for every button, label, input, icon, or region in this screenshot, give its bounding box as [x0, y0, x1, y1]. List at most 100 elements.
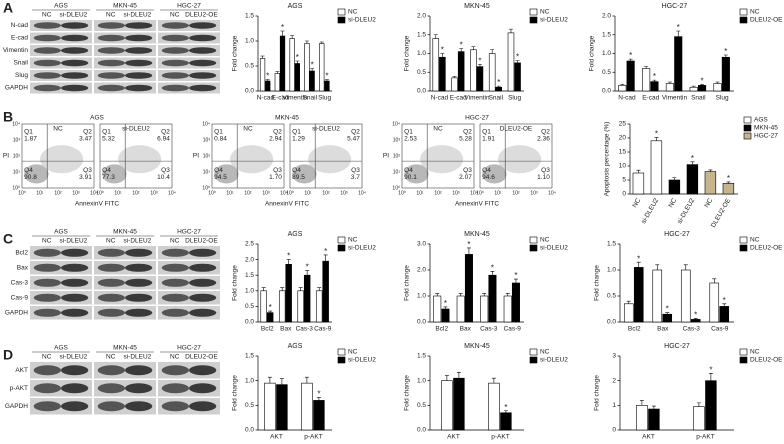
flow-group-title: AGS	[90, 115, 104, 122]
legend-label: DLEU2-OE	[750, 17, 783, 24]
blot-group-label: HGC-27	[177, 3, 201, 10]
blot-lane-label: si-DLEU2	[123, 354, 151, 361]
blot-band	[61, 248, 89, 257]
significance: *	[700, 76, 703, 85]
significance: *	[325, 72, 328, 81]
bar	[713, 83, 722, 92]
flow-x-tick: 10³	[530, 190, 538, 196]
flow-y-tick: 10⁰	[392, 185, 400, 191]
quadrant-value: 1.87	[24, 135, 37, 142]
bar	[480, 295, 489, 323]
error-bar	[672, 177, 677, 180]
blot-lane-label: DLEU2-OE	[185, 354, 218, 361]
legend-swatch	[739, 8, 748, 16]
significance: *	[306, 263, 309, 272]
blot-lane-label: DLEU2-OE	[185, 12, 218, 19]
bar	[665, 83, 674, 92]
blot-band	[189, 365, 217, 376]
blot-band	[189, 401, 217, 412]
panel-letter: D	[3, 347, 13, 363]
bar	[470, 49, 477, 92]
bar	[441, 308, 450, 323]
flow-condition: NC	[53, 126, 63, 133]
y-axis-label: Fold change	[232, 375, 239, 411]
flow-cloud	[404, 164, 429, 184]
y-tick-label: 1.0	[417, 50, 426, 57]
significance: *	[467, 240, 470, 249]
error-bar	[305, 270, 310, 276]
flow-x-label: AnnexinV FITC	[265, 201, 309, 208]
x-tick-label: Cas-9	[314, 326, 332, 333]
x-tick-label: Bcl2	[628, 326, 641, 333]
flow-y-tick: 10³	[393, 137, 401, 143]
significance: *	[504, 403, 507, 412]
legend-swatch	[337, 8, 346, 16]
blot-band	[189, 278, 217, 287]
error-bar	[490, 271, 495, 276]
blot-band	[189, 22, 217, 29]
blot-band	[97, 34, 125, 42]
blot-band	[97, 72, 125, 79]
error-bar	[636, 261, 641, 268]
chart-title: AGS	[288, 3, 303, 10]
blot-band	[161, 365, 189, 376]
bar	[297, 290, 304, 323]
y-axis-label: Apoptosis percentage (%)	[604, 122, 611, 197]
bar	[514, 62, 521, 92]
significance: *	[666, 305, 669, 314]
blot-band	[161, 84, 189, 92]
chart-title: MKN-45	[464, 343, 490, 350]
legend-swatch	[529, 8, 538, 16]
blot-lane-label: NC	[106, 354, 116, 361]
bar	[309, 70, 315, 92]
x-tick-label: E-cad	[272, 95, 289, 102]
error-bar	[440, 53, 445, 58]
bar	[495, 86, 503, 92]
quadrant-name: Q2	[161, 128, 170, 135]
x-tick-label: Vimentin	[662, 95, 688, 102]
quadrant-value: 5.28	[459, 135, 472, 142]
error-bar	[279, 378, 284, 385]
blot-band	[125, 383, 153, 394]
flow-cloud	[214, 164, 239, 184]
bar	[636, 405, 648, 431]
bar	[464, 254, 473, 323]
blot-band	[97, 248, 125, 257]
blot-band	[125, 248, 153, 257]
blot-protein-label: Snail	[14, 60, 29, 67]
quadrant-value: 10.4	[157, 174, 170, 181]
blot-band	[97, 278, 125, 287]
error-bar	[323, 254, 328, 262]
legend-label: DLEU2-OE	[750, 357, 783, 364]
chart-title: MKN-45	[464, 231, 490, 238]
blot-band	[125, 22, 153, 29]
x-tick-label: Cas-9	[711, 326, 729, 333]
error-bar	[503, 410, 508, 413]
blot-band	[61, 365, 89, 376]
x-tick-label: Vimentin	[464, 95, 490, 102]
error-bar	[261, 287, 266, 291]
quadrant-value: 2.94	[269, 135, 282, 142]
bar	[488, 382, 500, 431]
flow-y-tick: 10²	[13, 153, 21, 159]
blot-band	[161, 401, 189, 412]
error-bar	[317, 287, 322, 291]
bar	[488, 53, 496, 92]
y-tick-label: 1.5	[417, 353, 426, 360]
blot-band	[189, 59, 217, 67]
bar	[680, 269, 691, 323]
bar	[265, 80, 271, 92]
blot-band	[189, 308, 217, 317]
legend-swatch	[743, 124, 752, 132]
quadrant-value: 5.32	[102, 135, 115, 142]
blot-band	[61, 84, 89, 92]
flow-x-tick: 10¹	[416, 190, 424, 196]
quadrant-name: Q3	[273, 167, 282, 174]
error-bar	[696, 402, 701, 407]
bar	[668, 179, 681, 195]
flow-y-tick: 10²	[393, 153, 401, 159]
significance: *	[655, 130, 658, 139]
bar	[294, 63, 300, 92]
blot-band	[97, 308, 125, 317]
legend-swatch	[529, 236, 538, 244]
